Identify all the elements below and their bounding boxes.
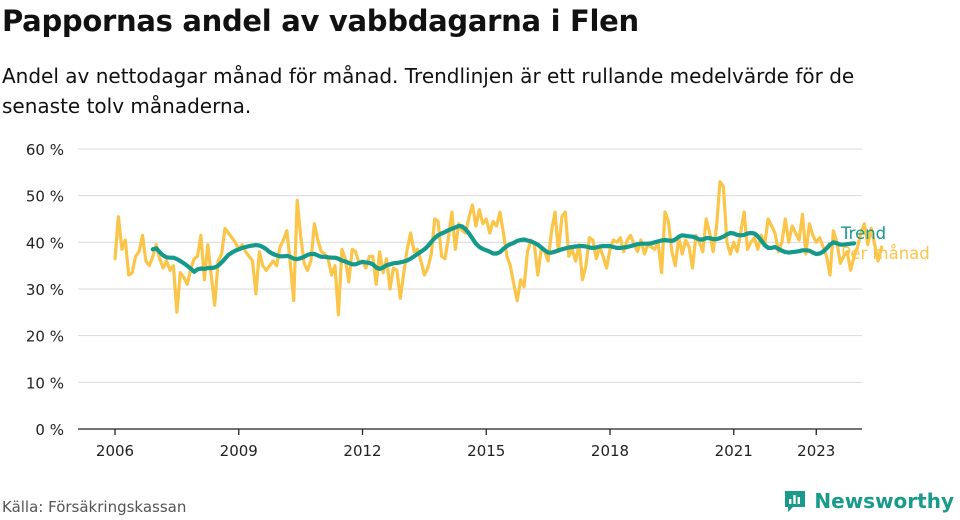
y-tick-label: 10 % (26, 374, 64, 392)
source-note: Källa: Försäkringskassan (2, 498, 187, 516)
legend-label-trend: Trend (840, 224, 886, 243)
brand-name: Newsworthy (814, 489, 954, 513)
x-tick-label: 2009 (220, 442, 258, 460)
series-line-trend (150, 223, 857, 274)
y-tick-label: 40 % (26, 234, 64, 252)
y-tick-label: 30 % (26, 281, 64, 299)
x-tick-label: 2006 (96, 442, 134, 460)
chart-title: Pappornas andel av vabbdagarna i Flen (2, 4, 639, 38)
legend-label-per-manad: Per månad (841, 244, 930, 263)
newsworthy-logo-icon (785, 491, 806, 512)
x-tick-label: 2023 (797, 442, 835, 460)
brand-logo: Newsworthy (783, 489, 954, 513)
y-tick-label: 0 % (35, 421, 64, 439)
line-chart: 0 % 10 % 20 % 30 % 40 % 50 % 60 % 2006 2009 2012 2… (26, 141, 930, 460)
x-tick-label: 2015 (467, 442, 505, 460)
x-tick-label: 2021 (715, 442, 753, 460)
chart-subtitle: Andel av nettodagar månad för månad. Tre… (2, 64, 855, 118)
x-tick-label: 2018 (591, 442, 629, 460)
y-tick-label: 60 % (26, 141, 64, 159)
y-tick-label: 20 % (26, 328, 64, 346)
y-tick-label: 50 % (26, 188, 64, 206)
x-tick-label: 2012 (343, 442, 381, 460)
